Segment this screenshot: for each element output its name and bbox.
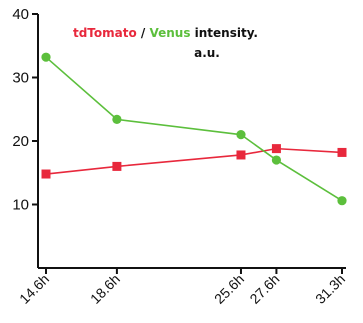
title-venus: Venus [149, 26, 190, 40]
series-layer [41, 52, 347, 206]
venus-point [236, 130, 246, 140]
x-tick-label: 27.6h [246, 271, 282, 307]
axes: 10 20 30 40 14.6h 18.6h 25.6h 27.6h 31.3h [12, 6, 348, 307]
tdtomato-point [112, 161, 122, 171]
venus-point [112, 114, 122, 125]
y-tick-label: 10 [12, 197, 29, 214]
y-tick-label: 30 [12, 70, 29, 87]
chart-subtitle: a.u. [194, 46, 220, 60]
chart-title: tdTomato / Venus intensity. [73, 26, 258, 40]
venus-point [337, 196, 347, 206]
x-tick-label: 31.3h [312, 271, 348, 307]
tdtomato-point [236, 150, 246, 160]
venus-point [41, 52, 51, 62]
tdtomato-point [271, 144, 281, 154]
x-tick-label: 25.6h [211, 271, 247, 307]
tdtomato-point [337, 147, 347, 157]
title-separator: / [137, 26, 150, 40]
tdtomato-point [41, 169, 51, 179]
y-tick-label: 40 [12, 6, 29, 23]
venus-series-line [45, 56, 343, 202]
title-tdtomato: tdTomato [73, 26, 137, 40]
x-tick-label: 18.6h [87, 271, 123, 307]
y-tick-label: 20 [12, 133, 29, 150]
title-intensity: intensity. [190, 26, 258, 40]
x-tick-label: 14.6h [16, 271, 52, 307]
tdtomato-series-line [45, 147, 343, 175]
venus-point [271, 155, 282, 165]
